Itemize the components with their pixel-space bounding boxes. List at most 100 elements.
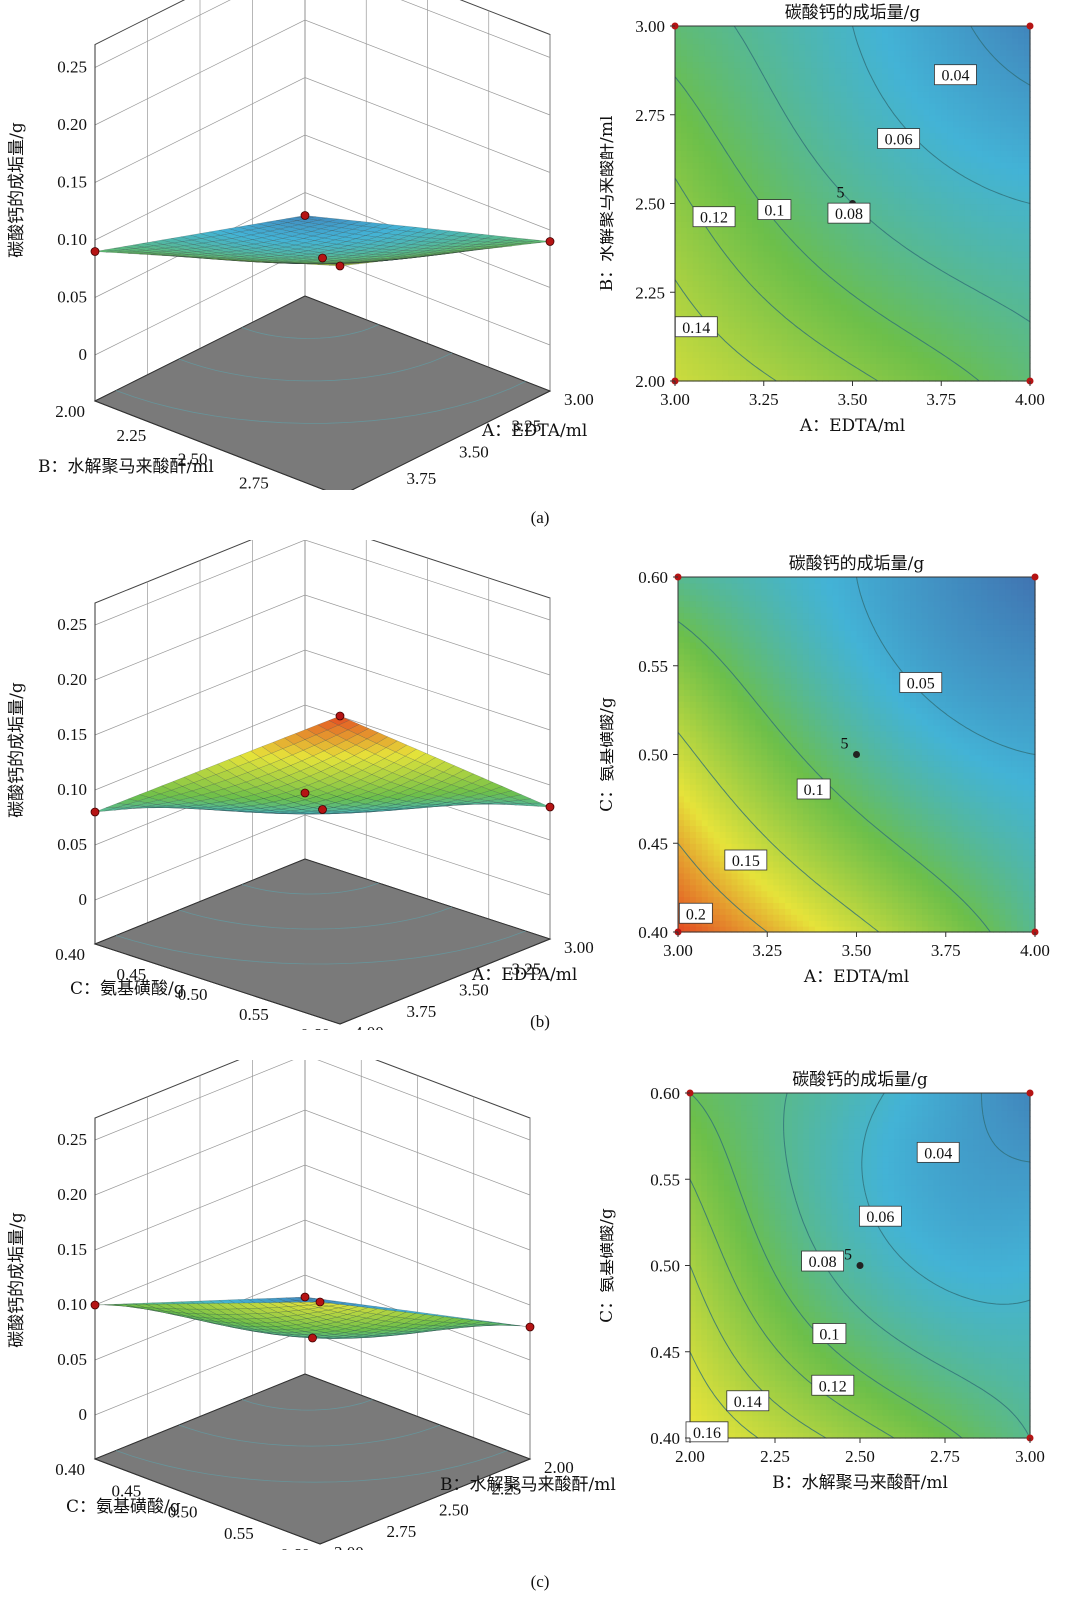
field-cell <box>935 321 942 329</box>
field-cell <box>876 61 883 69</box>
field-cell <box>722 114 729 122</box>
field-cell <box>722 73 729 80</box>
field-cell <box>911 168 919 175</box>
field-cell <box>683 790 691 797</box>
field-cell <box>716 85 723 92</box>
field-cell <box>870 55 877 63</box>
field-cell <box>822 233 830 240</box>
field-cell <box>822 102 830 110</box>
field-cell <box>763 250 771 258</box>
field-cell <box>864 286 871 293</box>
field-cell <box>678 855 685 862</box>
field-cell <box>846 351 854 358</box>
field-cell <box>775 363 783 370</box>
field-cell <box>917 268 925 276</box>
field-cell <box>728 274 735 282</box>
field-cell <box>941 132 948 140</box>
field-cell <box>787 274 794 282</box>
field-cell <box>888 310 895 317</box>
field-cell <box>817 215 824 222</box>
field-cell <box>695 884 703 892</box>
field-cell <box>846 321 854 329</box>
field-cell <box>686 156 694 163</box>
field-cell <box>793 49 800 57</box>
field-cell <box>680 203 688 211</box>
wall-gridline <box>94 649 551 736</box>
field-cell <box>864 221 871 228</box>
field-cell <box>982 73 990 80</box>
field-cell <box>923 55 931 63</box>
field-cell <box>1012 203 1019 211</box>
field-cell <box>893 102 901 110</box>
surface-patch <box>360 774 383 784</box>
field-cell <box>935 239 942 246</box>
field-cell <box>680 345 688 353</box>
field-cell <box>822 209 830 216</box>
field-cell <box>675 31 682 39</box>
field-cell <box>692 268 700 276</box>
field-cell <box>870 221 877 228</box>
field-cell <box>751 209 759 216</box>
field-cell <box>675 85 682 92</box>
field-cell <box>964 292 972 299</box>
field-cell <box>941 286 948 293</box>
field-cell <box>905 345 913 353</box>
field-cell <box>964 268 972 276</box>
field-cell <box>864 357 871 364</box>
field-cell <box>959 351 966 358</box>
field-cell <box>964 49 972 57</box>
field-cell <box>757 286 765 293</box>
field-cell <box>899 233 907 240</box>
z-tick-label: 0.25 <box>57 615 87 634</box>
field-cell <box>899 375 907 382</box>
field-cell <box>941 327 948 335</box>
field-cell <box>964 351 972 358</box>
field-cell <box>675 197 682 205</box>
field-cell <box>1006 67 1013 74</box>
field-cell <box>692 138 700 145</box>
field-cell <box>751 138 759 145</box>
field-cell <box>817 339 824 347</box>
surface-patch <box>317 262 339 264</box>
field-cell <box>959 37 966 45</box>
field-cell <box>1018 209 1025 216</box>
field-cell <box>828 268 836 276</box>
surface-patch <box>356 728 379 740</box>
field-cell <box>805 233 812 240</box>
field-cell <box>787 191 794 199</box>
field-cell <box>675 298 682 305</box>
field-cell <box>970 49 978 57</box>
field-cell <box>929 345 936 353</box>
field-cell <box>822 61 830 69</box>
field-cell <box>680 357 688 364</box>
field-cell <box>864 55 871 63</box>
field-cell <box>976 304 984 311</box>
field-cell <box>858 274 865 282</box>
field-cell <box>964 102 972 110</box>
field-cell <box>864 126 871 134</box>
field-cell <box>988 280 996 287</box>
field-cell <box>941 233 948 240</box>
field-cell <box>799 280 806 287</box>
surface-patch <box>344 257 366 260</box>
field-cell <box>994 185 1002 193</box>
field-cell <box>728 85 735 92</box>
field-cell <box>710 55 718 63</box>
field-cell <box>695 896 703 904</box>
field-cell <box>846 138 854 145</box>
field-cell <box>923 363 931 370</box>
field-cell <box>817 233 824 240</box>
field-cell <box>911 315 919 323</box>
field-cell <box>970 138 978 145</box>
field-cell <box>793 168 800 175</box>
field-cell <box>905 244 913 252</box>
field-cell <box>822 357 830 364</box>
field-cell <box>793 268 800 276</box>
field-cell <box>870 132 877 140</box>
field-cell <box>834 369 842 376</box>
field-cell <box>882 85 889 92</box>
field-cell <box>704 268 712 276</box>
field-cell <box>917 120 925 128</box>
field-cell <box>683 588 691 596</box>
field-cell <box>882 37 889 45</box>
